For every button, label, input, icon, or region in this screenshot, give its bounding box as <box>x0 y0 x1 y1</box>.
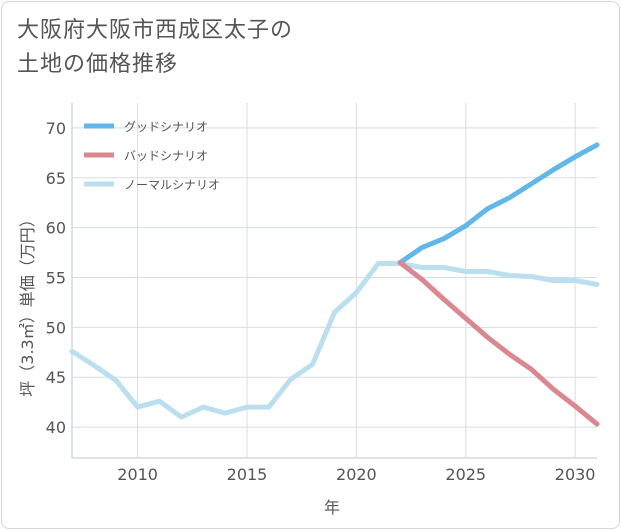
series-lines <box>69 142 600 427</box>
y-tick-label: 40 <box>46 418 66 437</box>
y-tick-label: 45 <box>46 368 66 387</box>
grid-lines <box>71 103 597 459</box>
series-line-1 <box>397 260 600 427</box>
x-tick-label: 2015 <box>227 465 268 484</box>
legend-label: バッドシナリオ <box>124 149 208 163</box>
y-axis-title: 坪（3.3㎡）単価（万円） <box>18 211 37 396</box>
legend-label: ノーマルシナリオ <box>124 178 220 192</box>
series-line-2 <box>69 261 600 420</box>
x-tick-label: 2025 <box>445 465 486 484</box>
y-tick-label: 55 <box>46 269 66 288</box>
y-tick-label: 70 <box>46 119 66 138</box>
y-tick-label: 60 <box>46 219 66 238</box>
series-line-0 <box>397 142 600 266</box>
x-tick-label: 2020 <box>336 465 377 484</box>
axis-ticks: 40 45 50 55 60 65 70 2010 2015 2020 2025 2030 <box>46 119 596 484</box>
y-tick-label: 50 <box>46 318 66 337</box>
page-title: 大阪府大阪市西成区太子の 土地の価格推移 <box>17 18 294 77</box>
x-tick-label: 2010 <box>117 465 158 484</box>
x-axis-title: 年 <box>324 498 340 517</box>
y-tick-label: 65 <box>46 169 66 188</box>
legend-label: グッドシナリオ <box>124 120 208 134</box>
x-tick-label: 2030 <box>555 465 596 484</box>
